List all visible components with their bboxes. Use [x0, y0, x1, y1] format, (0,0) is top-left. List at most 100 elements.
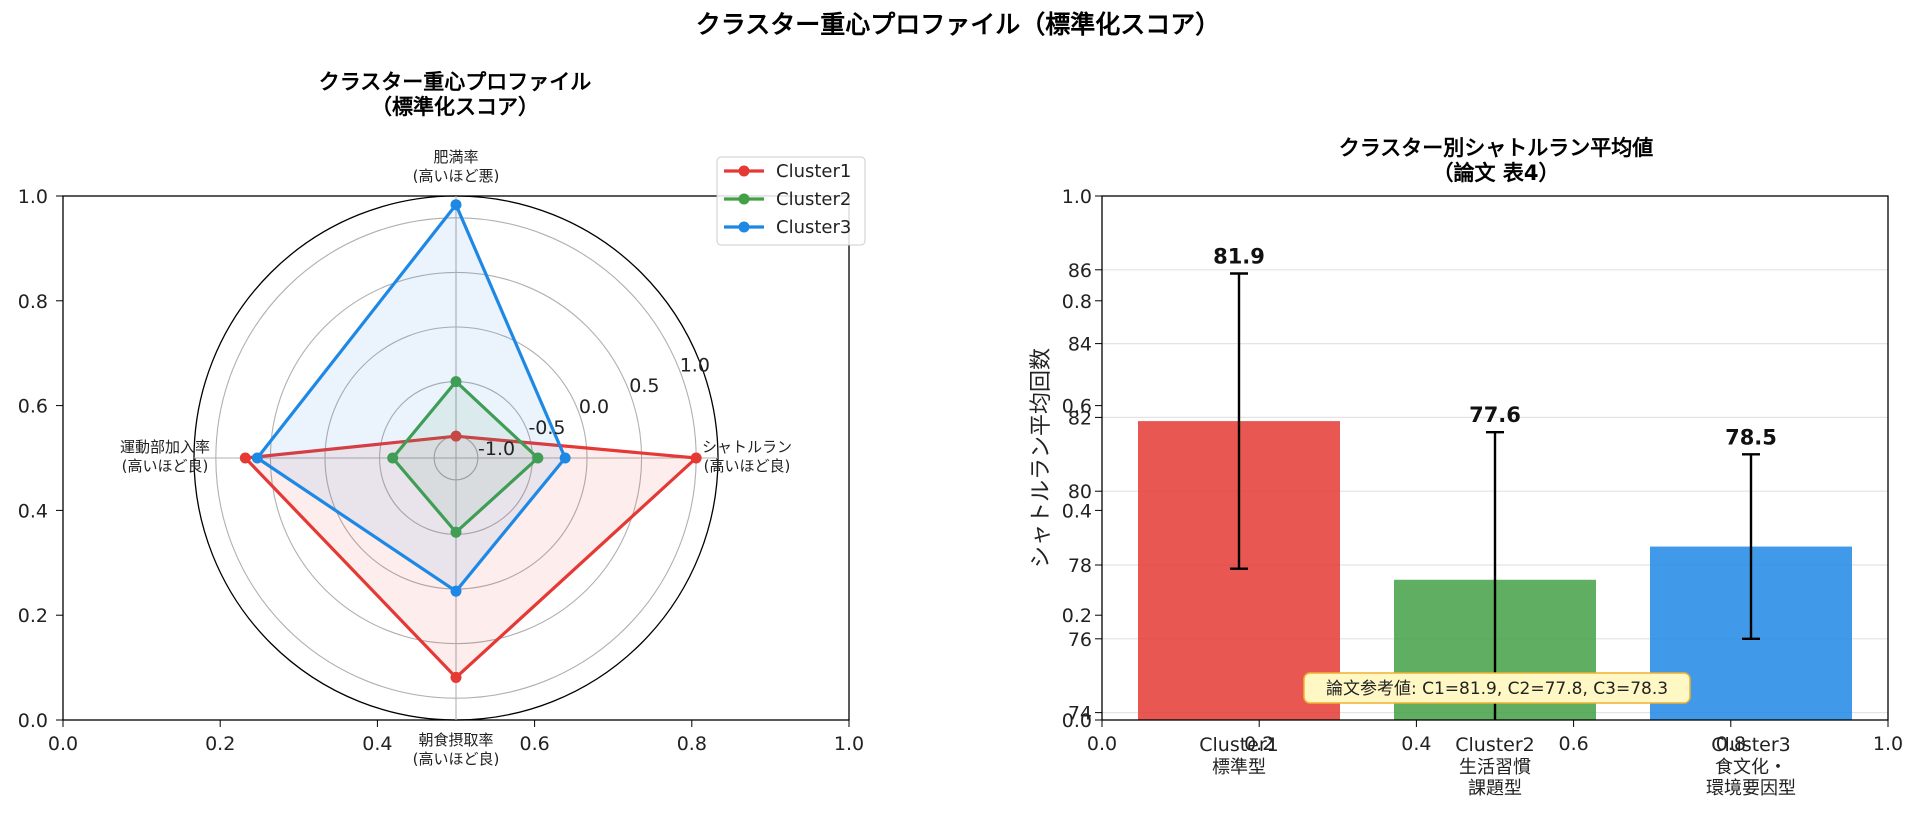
annotation-text: 論文参考値: C1=81.9, C2=77.8, C3=78.3 [1326, 679, 1668, 699]
bar-y-ticks: 74 76 78 80 82 84 86 [1068, 260, 1102, 725]
series-point [450, 376, 462, 388]
category-label: Cluster2 [1455, 734, 1535, 756]
radar-grid [193, 195, 719, 721]
y-tick-label: 78 [1068, 555, 1092, 577]
y-tick-label: 86 [1068, 260, 1092, 282]
annotation-box [1303, 672, 1691, 704]
radar-radial-tick-labels: -1.0 -0.5 0.0 0.5 1.0 [478, 354, 710, 460]
category-sublabel: 生活習慣 [1459, 757, 1531, 778]
x-tick-label: 0.8 [677, 733, 707, 755]
axis-label: 肥満率 [433, 148, 478, 166]
series-fill-cluster3 [257, 204, 566, 592]
series-fill-cluster1 [245, 436, 697, 678]
radar-panel: クラスター重心プロファイル （標準化スコア） 0.0 0.2 0.4 0.6 0.8 1.… [18, 70, 866, 768]
y-tick-label: 0.6 [18, 396, 48, 418]
legend-marker [738, 221, 750, 233]
bar-title-line2: （論文 表4） [1433, 161, 1560, 185]
axis-label: シャトルラン [702, 438, 792, 456]
x-tick-label: 0.2 [1244, 733, 1274, 755]
y-tick-label: 1.0 [1062, 186, 1092, 208]
y-tick-label: 0.4 [1062, 500, 1092, 522]
series-point [450, 671, 462, 683]
axis-label: (高いほど良) [704, 457, 791, 475]
category-sublabel: 食文化・ [1715, 757, 1787, 778]
axis-label: (高いほど良) [122, 457, 209, 475]
series-point [450, 585, 462, 597]
y-tick-label: 1.0 [18, 186, 48, 208]
x-tick-label: 0.0 [48, 733, 78, 755]
radar-frame-x-ticks: 0.0 0.2 0.4 0.6 0.8 1.0 [48, 720, 864, 755]
value-label: 78.5 [1725, 425, 1777, 449]
legend-label: Cluster2 [776, 189, 851, 210]
y-tick-label: 0.2 [18, 605, 48, 627]
x-tick-label: 0.4 [1401, 733, 1431, 755]
legend-marker [738, 193, 750, 205]
y-tick-label: 84 [1068, 334, 1092, 356]
bar-annotation: 論文参考値: C1=81.9, C2=77.8, C3=78.3 [1303, 672, 1691, 704]
axis-label: 朝食摂取率 [418, 731, 493, 749]
y-tick-label: 0.2 [1062, 605, 1092, 627]
category-label: Cluster3 [1711, 734, 1791, 756]
radar-legend: Cluster1 Cluster2 Cluster3 [716, 156, 866, 246]
y-tick-label: 0.8 [1062, 291, 1092, 313]
x-tick-label: 0.2 [205, 733, 235, 755]
radial-tick-label: -1.0 [478, 438, 515, 460]
legend-marker [738, 165, 750, 177]
y-tick-label: 0.8 [18, 291, 48, 313]
x-tick-label: 0.8 [1716, 733, 1746, 755]
category-sublabel: 課題型 [1468, 778, 1522, 799]
series-point [690, 452, 702, 464]
x-tick-label: 1.0 [834, 733, 864, 755]
legend-box [716, 156, 866, 246]
radial-tick-label: 0.5 [629, 375, 659, 397]
series-point [450, 526, 462, 538]
category-sublabel: 標準型 [1212, 757, 1266, 778]
series-fill-cluster2 [392, 381, 538, 533]
x-tick-label: 1.0 [1873, 733, 1903, 755]
y-tick-label: 0.4 [18, 500, 48, 522]
x-tick-label: 0.6 [1558, 733, 1588, 755]
bar-y-axis-label: シャトルラン平均回数 [1029, 348, 1054, 568]
axis-label: (高いほど悪) [413, 167, 500, 185]
y-tick-label: 80 [1068, 481, 1092, 503]
value-label: 81.9 [1213, 244, 1265, 268]
series-point [387, 452, 399, 464]
radial-tick-label: 0.0 [579, 396, 609, 418]
bar-frame-ticks: 0.00.0 0.2 0.2 0.4 0.4 0.6 0.6 0.8 0.8 1.0 1.0 [1062, 186, 1903, 755]
radar-title-line1: クラスター重心プロファイル [319, 70, 592, 94]
bar-panel: クラスター別シャトルラン平均値 （論文 表4） 81.9 77.6 78.5 0.0… [1029, 136, 1903, 799]
category-sublabel: 環境要因型 [1706, 778, 1796, 799]
radial-tick-label: -0.5 [528, 417, 565, 439]
radar-frame-y-ticks: 0.0 0.2 0.4 0.6 0.8 1.0 [18, 186, 63, 732]
y-tick-label: 74 [1068, 703, 1092, 725]
axis-label: 運動部加入率 [120, 438, 210, 456]
series-point [532, 452, 544, 464]
series-point [239, 452, 251, 464]
series-point [450, 199, 462, 211]
y-tick-label: 0.0 [1062, 710, 1092, 732]
radar-series [239, 199, 702, 683]
bar-bars: 81.9 77.6 78.5 [1138, 244, 1852, 720]
legend-label: Cluster3 [776, 217, 851, 238]
figure-title: クラスター重心プロファイル（標準化スコア） [696, 10, 1221, 39]
bar-frame [1101, 195, 1889, 721]
radar-axis-labels: シャトルラン(高いほど良)肥満率(高いほど悪)運動部加入率(高いほど良)朝食摂取… [120, 148, 792, 768]
radar-title-line2: （標準化スコア） [371, 95, 539, 119]
y-tick-label: 82 [1068, 407, 1092, 429]
x-tick-label: 0.6 [519, 733, 549, 755]
category-label: Cluster1 [1199, 734, 1279, 756]
y-tick-label: 76 [1068, 629, 1092, 651]
series-point [450, 430, 462, 442]
bar-title-line1: クラスター別シャトルラン平均値 [1339, 136, 1654, 160]
value-label: 77.6 [1469, 403, 1521, 427]
y-tick-label: 0.0 [18, 710, 48, 732]
y-tick-label: 0.6 [1062, 396, 1092, 418]
x-tick-label: 0.0 [1087, 733, 1117, 755]
radial-tick-label: 1.0 [680, 354, 710, 376]
legend-label: Cluster1 [776, 161, 851, 182]
series-point [559, 452, 571, 464]
axis-label: (高いほど良) [413, 750, 500, 768]
series-point [251, 452, 263, 464]
